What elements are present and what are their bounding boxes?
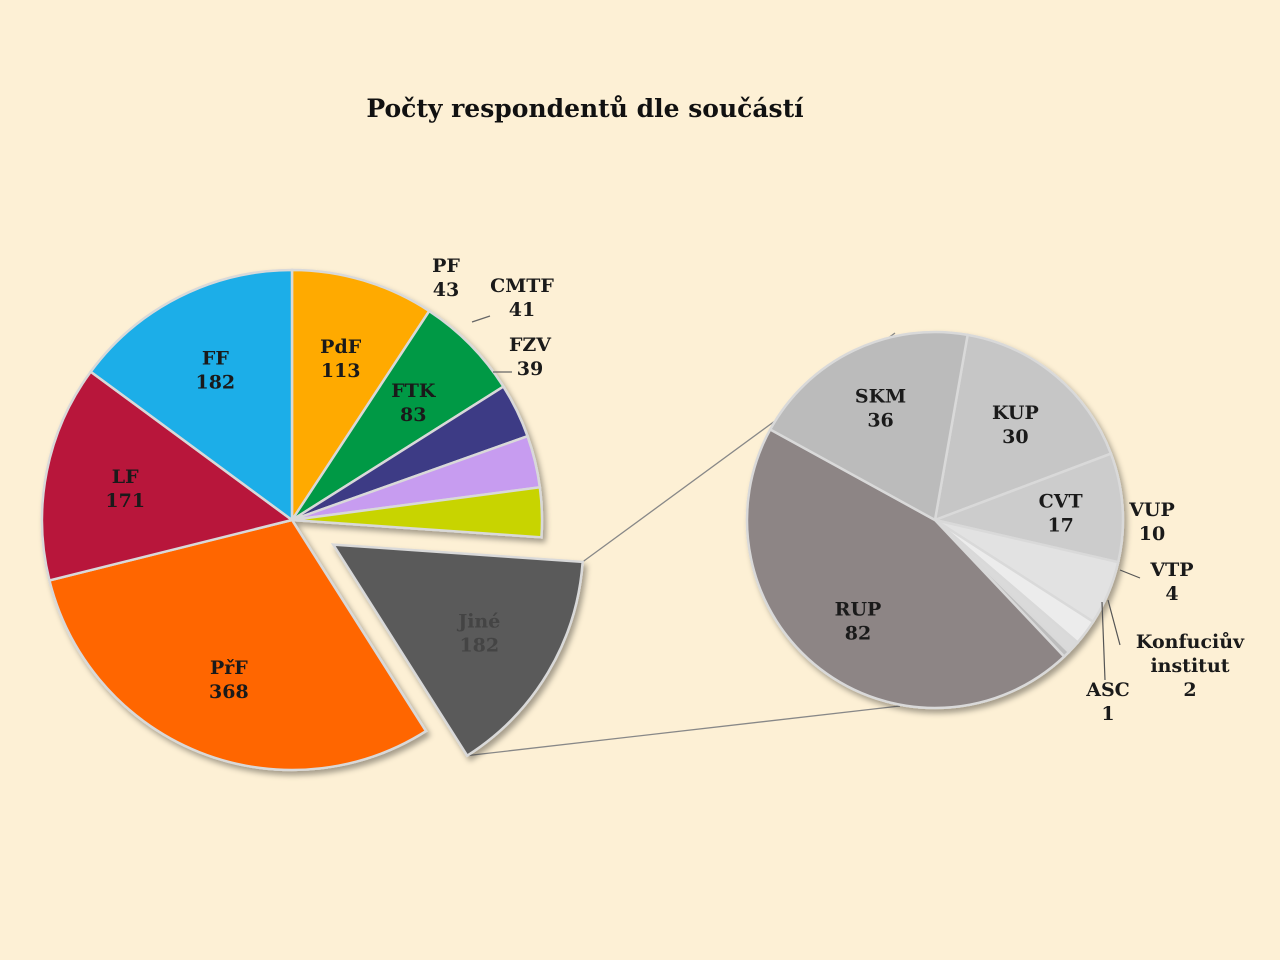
chart-title: Počty respondentů dle součástí bbox=[366, 94, 804, 123]
detail-label-asc: ASC 1 bbox=[1085, 679, 1130, 725]
main-pie bbox=[40, 268, 584, 772]
detail-label-kup: KUP 30 bbox=[992, 402, 1039, 448]
detail-label-rup: RUP 82 bbox=[835, 599, 882, 645]
leader-line bbox=[1119, 569, 1141, 579]
slice-pdf bbox=[290, 268, 431, 525]
detail-label-konfuciuv-institut: Konfuciův institut 2 bbox=[1136, 631, 1245, 701]
detail-label-vtp: VTP 4 bbox=[1149, 559, 1193, 605]
slice-ftk bbox=[290, 309, 506, 522]
detail-label-skm: SKM 36 bbox=[855, 385, 906, 431]
detail-slice-cvt bbox=[930, 452, 1125, 564]
detail-slice-kup bbox=[933, 333, 1113, 522]
detail-label-vup: VUP 10 bbox=[1128, 499, 1175, 545]
label-ftk: FTK 83 bbox=[391, 380, 437, 426]
label-pf: PF 43 bbox=[432, 255, 460, 301]
leader-line bbox=[1107, 599, 1121, 646]
label-jine: Jiné 182 bbox=[456, 611, 500, 657]
slice-jine bbox=[330, 543, 584, 758]
label-cmtf: CMTF 41 bbox=[490, 275, 554, 321]
slice-fzv bbox=[291, 485, 544, 539]
slice-prf bbox=[47, 518, 428, 772]
leader-line bbox=[1101, 601, 1106, 681]
label-fzv: FZV 39 bbox=[509, 334, 552, 380]
detail-label-cvt: CVT 17 bbox=[1039, 491, 1083, 537]
detail-slice-skm bbox=[768, 330, 970, 522]
data-labels: PdF 113 FTK 83 PF 43 CMTF 41 FZV 39 Jiné 182 PřF 368 L… bbox=[105, 255, 1245, 725]
connector-line bbox=[467, 705, 901, 757]
leader-line bbox=[471, 315, 491, 323]
detail-slice-rup bbox=[745, 427, 1066, 710]
slice-lf bbox=[40, 369, 295, 582]
label-pdf: PdF 113 bbox=[320, 336, 362, 382]
label-prf: PřF 368 bbox=[209, 657, 249, 703]
label-ff: FF 182 bbox=[195, 347, 235, 393]
label-lf: LF 171 bbox=[105, 466, 145, 512]
detail-pie bbox=[745, 330, 1125, 710]
slice-ff bbox=[88, 268, 294, 523]
